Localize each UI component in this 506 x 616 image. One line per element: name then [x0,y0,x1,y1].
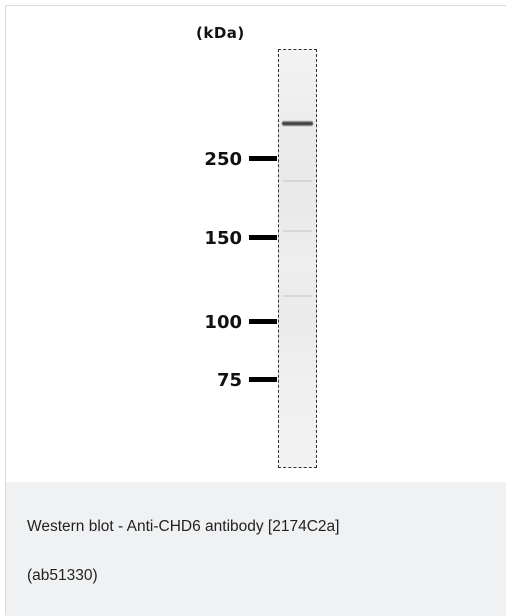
marker-label: 250 [204,149,242,170]
marker-tick-150 [249,235,277,240]
image-caption: Western blot - Anti-CHD6 antibody [2174C… [6,482,506,616]
faint-band [283,295,312,297]
faint-band [283,180,312,182]
kda-unit-label: (kDa) [196,24,245,42]
caption-title: Western blot - Anti-CHD6 antibody [2174C… [27,518,340,535]
marker-tick-250 [249,156,277,161]
marker-label: 100 [204,312,242,333]
marker-75: 75 [156,370,242,391]
marker-label: 150 [204,228,242,249]
marker-150: 150 [156,228,242,249]
marker-tick-100 [249,319,277,324]
protein-band [282,121,313,126]
image-card: (kDa) 250 150 100 75 Western blot - Anti… [5,5,506,616]
marker-tick-75 [249,377,277,382]
western-blot-figure: (kDa) 250 150 100 75 [6,6,506,482]
caption-catalog-number: (ab51330) [27,567,98,584]
marker-label: 75 [216,370,242,391]
marker-250: 250 [156,149,242,170]
faint-band [283,230,312,232]
marker-100: 100 [156,312,242,333]
blot-lane [278,49,317,468]
